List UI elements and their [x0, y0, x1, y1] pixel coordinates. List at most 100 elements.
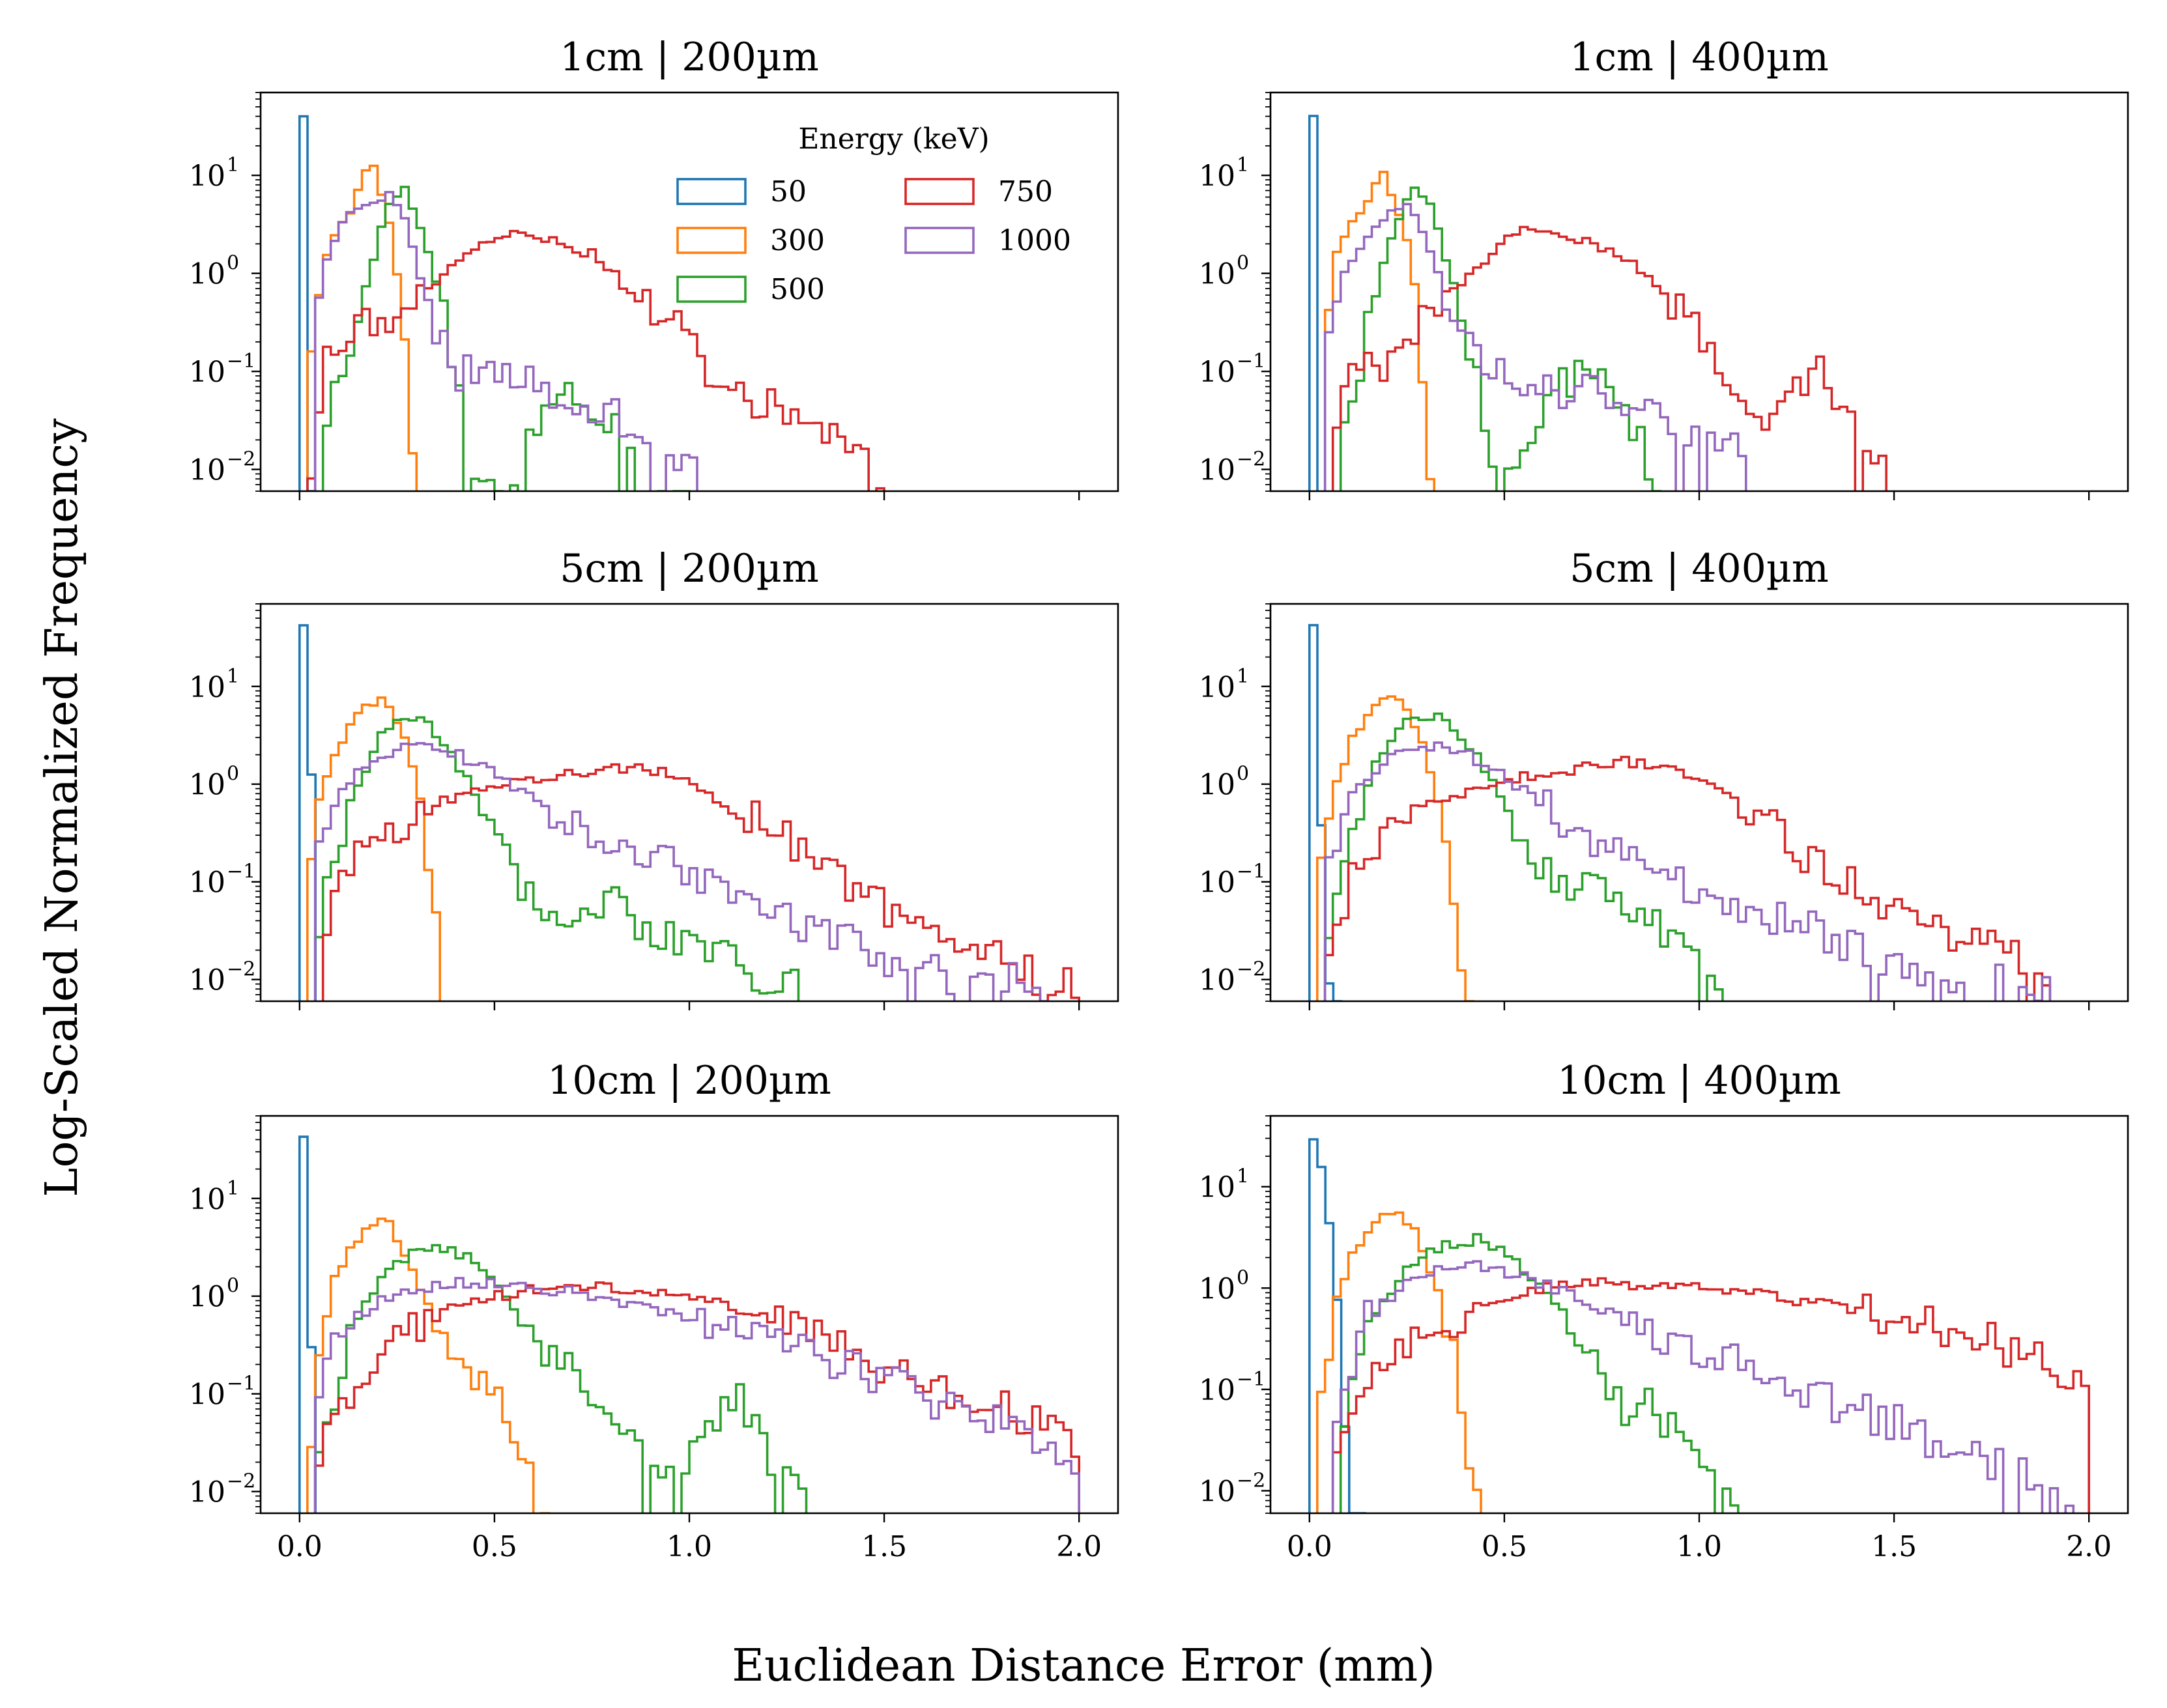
- series-750-kev: [321, 763, 1080, 1001]
- series-750-kev: [1331, 225, 1887, 491]
- panel-title: 10cm | 200µm: [547, 1058, 831, 1103]
- series-50-kev: [298, 115, 317, 491]
- legend-label: 1000: [998, 224, 1071, 257]
- x-tick-label: 0.0: [277, 1530, 323, 1563]
- y-tick-exponent: 0: [1237, 1266, 1249, 1289]
- series-group: [1308, 1138, 2090, 1513]
- legend: Energy (keV) 50 300 500 750 1000: [676, 122, 1071, 306]
- y-tick-label: 10: [189, 1476, 225, 1509]
- x-tick-label: 2.0: [1056, 1530, 1102, 1563]
- series-500-kev: [1323, 712, 1724, 1001]
- series-group: [1308, 115, 1887, 491]
- y-tick-exponent: −1: [227, 1373, 255, 1395]
- x-tick-label: 0.5: [1482, 1530, 1527, 1563]
- y-tick-exponent: 1: [1237, 1165, 1249, 1188]
- y-tick-label: 10: [1199, 866, 1235, 900]
- series-300-kev: [306, 696, 441, 1001]
- panel-title: 5cm | 400µm: [1570, 546, 1828, 591]
- legend-swatch: [676, 227, 747, 254]
- x-tick-label: 2.0: [2066, 1530, 2112, 1563]
- legend-swatch: [676, 276, 747, 303]
- y-tick-exponent: −1: [227, 861, 255, 883]
- y-tick-label: 10: [1199, 964, 1235, 997]
- series-1000-kev: [1323, 203, 1747, 491]
- y-tick-label: 10: [189, 1281, 225, 1314]
- y-tick-label: 10: [1199, 769, 1235, 802]
- series-750-kev: [306, 229, 885, 491]
- series-750-kev: [313, 1281, 1080, 1513]
- series-1000-kev: [313, 191, 698, 491]
- y-tick-label: 10: [189, 454, 225, 487]
- y-tick-exponent: 1: [227, 154, 239, 177]
- series-500-kev: [321, 186, 691, 491]
- y-tick-label: 10: [189, 1183, 225, 1216]
- series-1000-kev: [1323, 741, 2052, 1001]
- series-50-kev: [1308, 623, 1343, 1001]
- y-tick-exponent: 0: [227, 252, 239, 275]
- y-tick-exponent: 1: [1237, 665, 1249, 688]
- legend-item-750: 750: [904, 175, 1053, 208]
- y-tick-exponent: 1: [227, 665, 239, 688]
- legend-label: 500: [770, 273, 825, 306]
- series-1000-kev: [313, 1277, 1080, 1513]
- x-tick-label: 1.0: [667, 1530, 712, 1563]
- series-750-kev: [1323, 756, 2052, 1001]
- y-tick-label: 10: [1199, 1475, 1235, 1508]
- y-tick-exponent: −2: [227, 1470, 255, 1493]
- y-tick-exponent: 0: [1237, 252, 1249, 275]
- y-tick-label: 10: [1199, 671, 1235, 704]
- legend-item-1000: 1000: [904, 224, 1071, 257]
- series-1000-kev: [313, 742, 1050, 1001]
- y-tick-exponent: −2: [1237, 448, 1265, 471]
- y-tick-label: 10: [1199, 258, 1235, 291]
- x-tick-label: 1.0: [1676, 1530, 1722, 1563]
- legend-swatch: [904, 227, 975, 254]
- y-tick-exponent: −1: [1237, 350, 1265, 373]
- series-750-kev: [1331, 1277, 2090, 1513]
- y-tick-label: 10: [189, 258, 225, 291]
- series-group: [298, 1135, 1080, 1513]
- x-tick-label: 0.0: [1287, 1530, 1332, 1563]
- panel-title: 5cm | 200µm: [560, 546, 818, 591]
- series-500-kev: [313, 716, 800, 1001]
- y-tick-label: 10: [1199, 1272, 1235, 1305]
- legend-item-50: 50: [676, 175, 807, 208]
- series-group: [1308, 623, 2052, 1001]
- y-tick-exponent: −2: [227, 958, 255, 981]
- y-tick-label: 10: [189, 356, 225, 389]
- legend-item-500: 500: [676, 273, 825, 306]
- y-tick-exponent: −1: [1237, 861, 1265, 883]
- y-tick-label: 10: [1199, 1171, 1235, 1204]
- y-tick-exponent: 0: [227, 1275, 239, 1298]
- series-500-kev: [313, 1244, 808, 1513]
- x-tick-label: 1.5: [1871, 1530, 1917, 1563]
- y-tick-label: 10: [1199, 356, 1235, 389]
- series-500-kev: [1339, 186, 1661, 491]
- series-500-kev: [1339, 1232, 1740, 1513]
- legend-label: 50: [770, 175, 807, 208]
- panel-title: 1cm | 400µm: [1570, 35, 1828, 80]
- series-group: [298, 115, 885, 491]
- y-tick-label: 10: [189, 769, 225, 802]
- legend-label: 750: [998, 175, 1053, 208]
- series-300-kev: [1323, 171, 1435, 491]
- legend-title: Energy (keV): [798, 122, 989, 156]
- y-tick-label: 10: [189, 1378, 225, 1412]
- series-300-kev: [1316, 1211, 1482, 1513]
- x-tick-label: 1.5: [861, 1530, 907, 1563]
- series-group: [298, 624, 1080, 1001]
- series-1000-kev: [1331, 1260, 2075, 1513]
- series-50-kev: [1308, 115, 1319, 491]
- legend-swatch: [904, 178, 975, 205]
- y-tick-label: 10: [1199, 1374, 1235, 1407]
- y-tick-label: 10: [189, 671, 225, 704]
